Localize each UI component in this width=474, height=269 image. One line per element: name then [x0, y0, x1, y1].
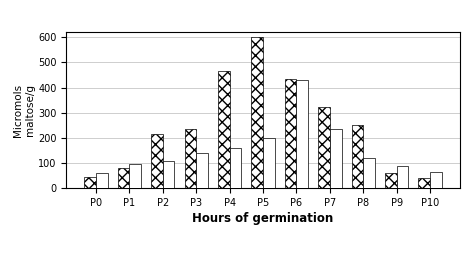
Bar — [151, 134, 163, 188]
Bar — [318, 107, 330, 188]
Bar — [364, 158, 375, 188]
Bar — [330, 129, 342, 188]
Bar — [297, 80, 308, 188]
X-axis label: Hours of germination: Hours of germination — [192, 212, 334, 225]
Bar — [430, 172, 442, 188]
Bar — [263, 138, 275, 188]
Bar — [385, 173, 397, 188]
Bar — [84, 177, 96, 188]
Bar — [285, 79, 297, 188]
Y-axis label: Micromols
maltose/g: Micromols maltose/g — [13, 84, 36, 137]
Bar — [129, 164, 141, 188]
Bar — [184, 129, 196, 188]
Bar — [419, 178, 430, 188]
Bar — [229, 148, 241, 188]
Bar — [218, 71, 229, 188]
Bar — [397, 166, 409, 188]
Bar — [251, 37, 263, 188]
Bar — [96, 173, 108, 188]
Bar — [196, 153, 208, 188]
Bar — [352, 125, 364, 188]
Bar — [163, 161, 174, 188]
Bar — [118, 168, 129, 188]
